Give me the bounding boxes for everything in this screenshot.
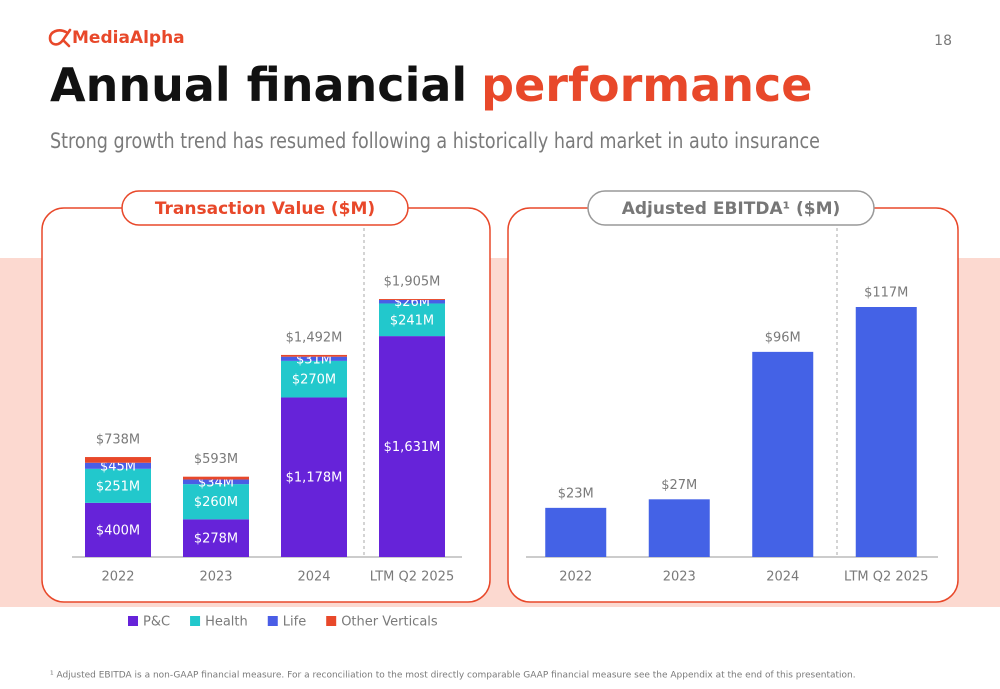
data-label: $1,631M bbox=[384, 440, 441, 455]
legend-label: Other Verticals bbox=[341, 615, 438, 630]
total-label: $593M bbox=[194, 452, 238, 467]
data-label: $27M bbox=[661, 478, 697, 493]
bar-segment bbox=[85, 502, 151, 557]
page-number: 18 bbox=[934, 33, 952, 49]
logo: MediaAlpha bbox=[72, 28, 185, 48]
subtitle: Strong growth trend has resumed followin… bbox=[50, 129, 820, 153]
data-label: $26M bbox=[394, 295, 430, 310]
bar-segment bbox=[183, 476, 249, 480]
legend-label: Health bbox=[205, 615, 248, 630]
data-label: $400M bbox=[96, 523, 140, 538]
x-tick-label: 2023 bbox=[663, 570, 696, 585]
chart-title: Transaction Value ($M) bbox=[155, 199, 375, 219]
chart-title: Adjusted EBITDA¹ ($M) bbox=[622, 199, 841, 219]
x-tick-label: 2024 bbox=[297, 570, 330, 585]
title: Annual financial performance bbox=[50, 58, 812, 112]
bar bbox=[752, 351, 814, 557]
data-label: $251M bbox=[96, 479, 140, 494]
data-label: $260M bbox=[194, 495, 238, 510]
logo-icon bbox=[48, 28, 72, 48]
bar-segment bbox=[183, 479, 249, 485]
legend-swatch bbox=[190, 616, 201, 626]
bar-segment bbox=[183, 484, 249, 520]
data-label: $96M bbox=[765, 330, 801, 345]
legend-swatch bbox=[267, 616, 278, 626]
legend-label: Life bbox=[283, 615, 306, 630]
data-label: $270M bbox=[292, 373, 336, 388]
bar-segment bbox=[85, 468, 151, 503]
x-tick-label: LTM Q2 2025 bbox=[844, 570, 928, 585]
bar-segment bbox=[281, 354, 347, 357]
bar-segment bbox=[379, 299, 445, 304]
bar-segment bbox=[85, 457, 151, 463]
title-text: Annual financial bbox=[50, 58, 467, 112]
bar-segment bbox=[379, 336, 445, 557]
data-label: $1,178M bbox=[286, 471, 343, 486]
bar bbox=[545, 507, 607, 557]
bar-segment bbox=[379, 303, 445, 337]
data-label: $241M bbox=[390, 313, 434, 328]
bar-segment bbox=[281, 356, 347, 361]
legend-swatch bbox=[128, 616, 138, 626]
bar-segment bbox=[281, 397, 347, 557]
data-label: $117M bbox=[864, 286, 908, 301]
legend-swatch bbox=[326, 616, 337, 626]
data-label: $278M bbox=[194, 532, 238, 547]
bar-segment bbox=[379, 299, 445, 300]
legend-label: P&C bbox=[143, 615, 170, 630]
x-tick-label: 2024 bbox=[766, 570, 799, 585]
data-label: $23M bbox=[558, 486, 594, 501]
bar-segment bbox=[85, 462, 151, 469]
data-label: $45M bbox=[100, 459, 136, 474]
total-label: $1,905M bbox=[384, 275, 441, 290]
bar bbox=[648, 499, 710, 557]
total-label: $738M bbox=[96, 433, 140, 448]
bar-segment bbox=[183, 519, 249, 557]
total-label: $1,492M bbox=[286, 330, 343, 345]
x-tick-label: 2022 bbox=[101, 570, 134, 585]
footnote: ¹ Adjusted EBITDA is a non-GAAP financia… bbox=[50, 671, 856, 681]
x-tick-label: LTM Q2 2025 bbox=[370, 570, 454, 585]
panel-title-pill bbox=[121, 190, 409, 226]
title-highlight: performance bbox=[481, 58, 812, 112]
bar-segment bbox=[281, 360, 347, 398]
x-tick-label: 2023 bbox=[199, 570, 232, 585]
data-label: $31M bbox=[296, 352, 332, 367]
bar bbox=[855, 307, 917, 557]
panel-title-pill bbox=[587, 190, 875, 226]
x-tick-label: 2022 bbox=[559, 570, 592, 585]
